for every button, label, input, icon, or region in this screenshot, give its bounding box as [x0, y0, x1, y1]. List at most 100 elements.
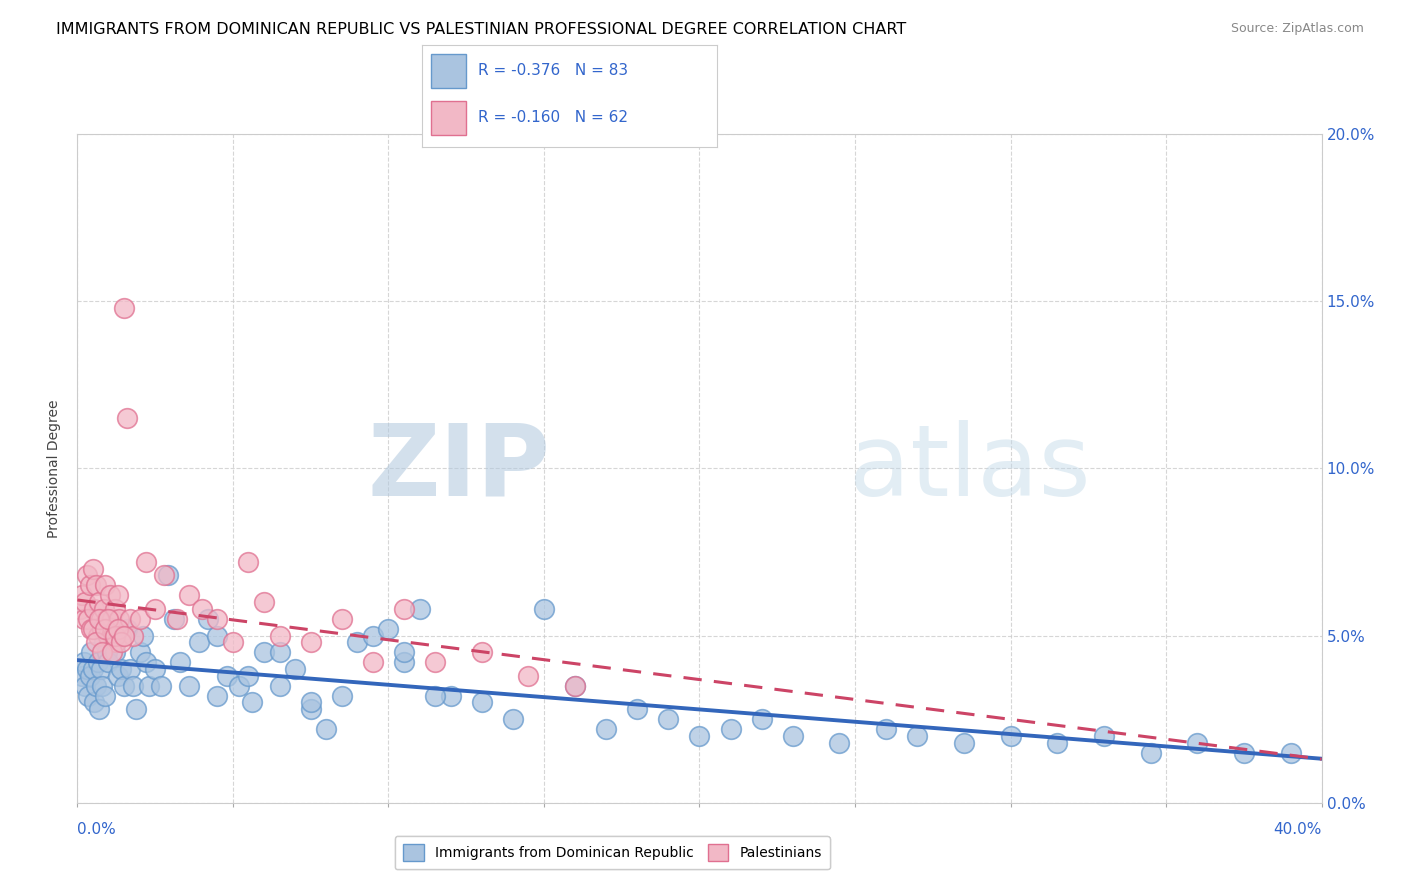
- Point: [253, 595, 276, 609]
- Point: [595, 723, 617, 737]
- Point: [75, 679, 97, 693]
- Point: [138, 679, 160, 693]
- Point: [135, 555, 157, 569]
- Text: 40.0%: 40.0%: [1274, 822, 1322, 837]
- Point: [215, 669, 238, 683]
- Point: [76, 662, 98, 676]
- Point: [269, 679, 291, 693]
- Legend: Immigrants from Dominican Republic, Palestinians: Immigrants from Dominican Republic, Pale…: [395, 836, 830, 870]
- Point: [70, 669, 93, 683]
- Point: [207, 612, 229, 626]
- Point: [299, 696, 322, 710]
- Point: [1046, 735, 1069, 749]
- Point: [330, 612, 353, 626]
- Point: [100, 645, 122, 659]
- Point: [1092, 729, 1115, 743]
- Point: [143, 602, 166, 616]
- Point: [135, 655, 157, 669]
- Text: R = -0.376   N = 83: R = -0.376 N = 83: [478, 63, 628, 78]
- Text: IMMIGRANTS FROM DOMINICAN REPUBLIC VS PALESTINIAN PROFESSIONAL DEGREE CORRELATIO: IMMIGRANTS FROM DOMINICAN REPUBLIC VS PA…: [56, 22, 907, 37]
- Text: 0.0%: 0.0%: [77, 822, 117, 837]
- Point: [94, 578, 117, 592]
- Point: [112, 628, 135, 642]
- Point: [107, 669, 129, 683]
- Point: [153, 568, 176, 582]
- Point: [86, 655, 108, 669]
- Point: [626, 702, 648, 716]
- Point: [875, 723, 897, 737]
- Point: [751, 712, 773, 726]
- Point: [77, 612, 100, 626]
- Point: [122, 679, 145, 693]
- Point: [564, 679, 586, 693]
- Point: [87, 612, 110, 626]
- Point: [122, 628, 145, 642]
- Bar: [430, 101, 467, 135]
- Point: [392, 602, 415, 616]
- Point: [1000, 729, 1022, 743]
- Point: [82, 662, 104, 676]
- Point: [97, 612, 120, 626]
- Point: [346, 635, 368, 649]
- Point: [110, 662, 132, 676]
- Point: [156, 568, 179, 582]
- Point: [75, 595, 97, 609]
- Point: [87, 702, 110, 716]
- Point: [517, 669, 540, 683]
- Point: [471, 645, 494, 659]
- Point: [150, 679, 173, 693]
- Point: [93, 635, 115, 649]
- Point: [169, 655, 191, 669]
- Point: [96, 612, 118, 626]
- Point: [112, 679, 135, 693]
- Point: [110, 635, 132, 649]
- Point: [104, 645, 127, 659]
- Point: [91, 645, 114, 659]
- Point: [70, 589, 93, 603]
- Point: [104, 602, 127, 616]
- Y-axis label: Professional Degree: Professional Degree: [48, 399, 62, 538]
- Point: [408, 602, 430, 616]
- Point: [128, 612, 150, 626]
- Point: [79, 669, 101, 683]
- Point: [197, 612, 219, 626]
- Point: [108, 612, 131, 626]
- Text: ZIP: ZIP: [367, 420, 550, 516]
- Point: [82, 562, 104, 576]
- Point: [207, 689, 229, 703]
- Point: [564, 679, 586, 693]
- Point: [101, 628, 124, 642]
- Point: [1233, 746, 1256, 760]
- Point: [110, 628, 132, 642]
- Point: [377, 622, 399, 636]
- Point: [905, 729, 928, 743]
- Point: [76, 568, 98, 582]
- Point: [79, 578, 101, 592]
- Point: [299, 635, 322, 649]
- Point: [179, 589, 201, 603]
- Point: [1139, 746, 1161, 760]
- Point: [720, 723, 742, 737]
- Point: [125, 702, 148, 716]
- Point: [80, 645, 103, 659]
- Point: [115, 411, 138, 425]
- Point: [284, 662, 307, 676]
- Point: [238, 555, 260, 569]
- Point: [361, 628, 384, 642]
- Point: [97, 628, 120, 642]
- Point: [392, 645, 415, 659]
- Point: [90, 662, 112, 676]
- Point: [533, 602, 555, 616]
- Point: [166, 612, 188, 626]
- Point: [828, 735, 851, 749]
- Point: [98, 589, 121, 603]
- Point: [93, 602, 115, 616]
- Point: [315, 723, 337, 737]
- Point: [187, 635, 209, 649]
- Point: [107, 589, 129, 603]
- Point: [657, 712, 679, 726]
- Point: [238, 669, 260, 683]
- Point: [84, 635, 107, 649]
- Point: [83, 602, 105, 616]
- Point: [97, 655, 120, 669]
